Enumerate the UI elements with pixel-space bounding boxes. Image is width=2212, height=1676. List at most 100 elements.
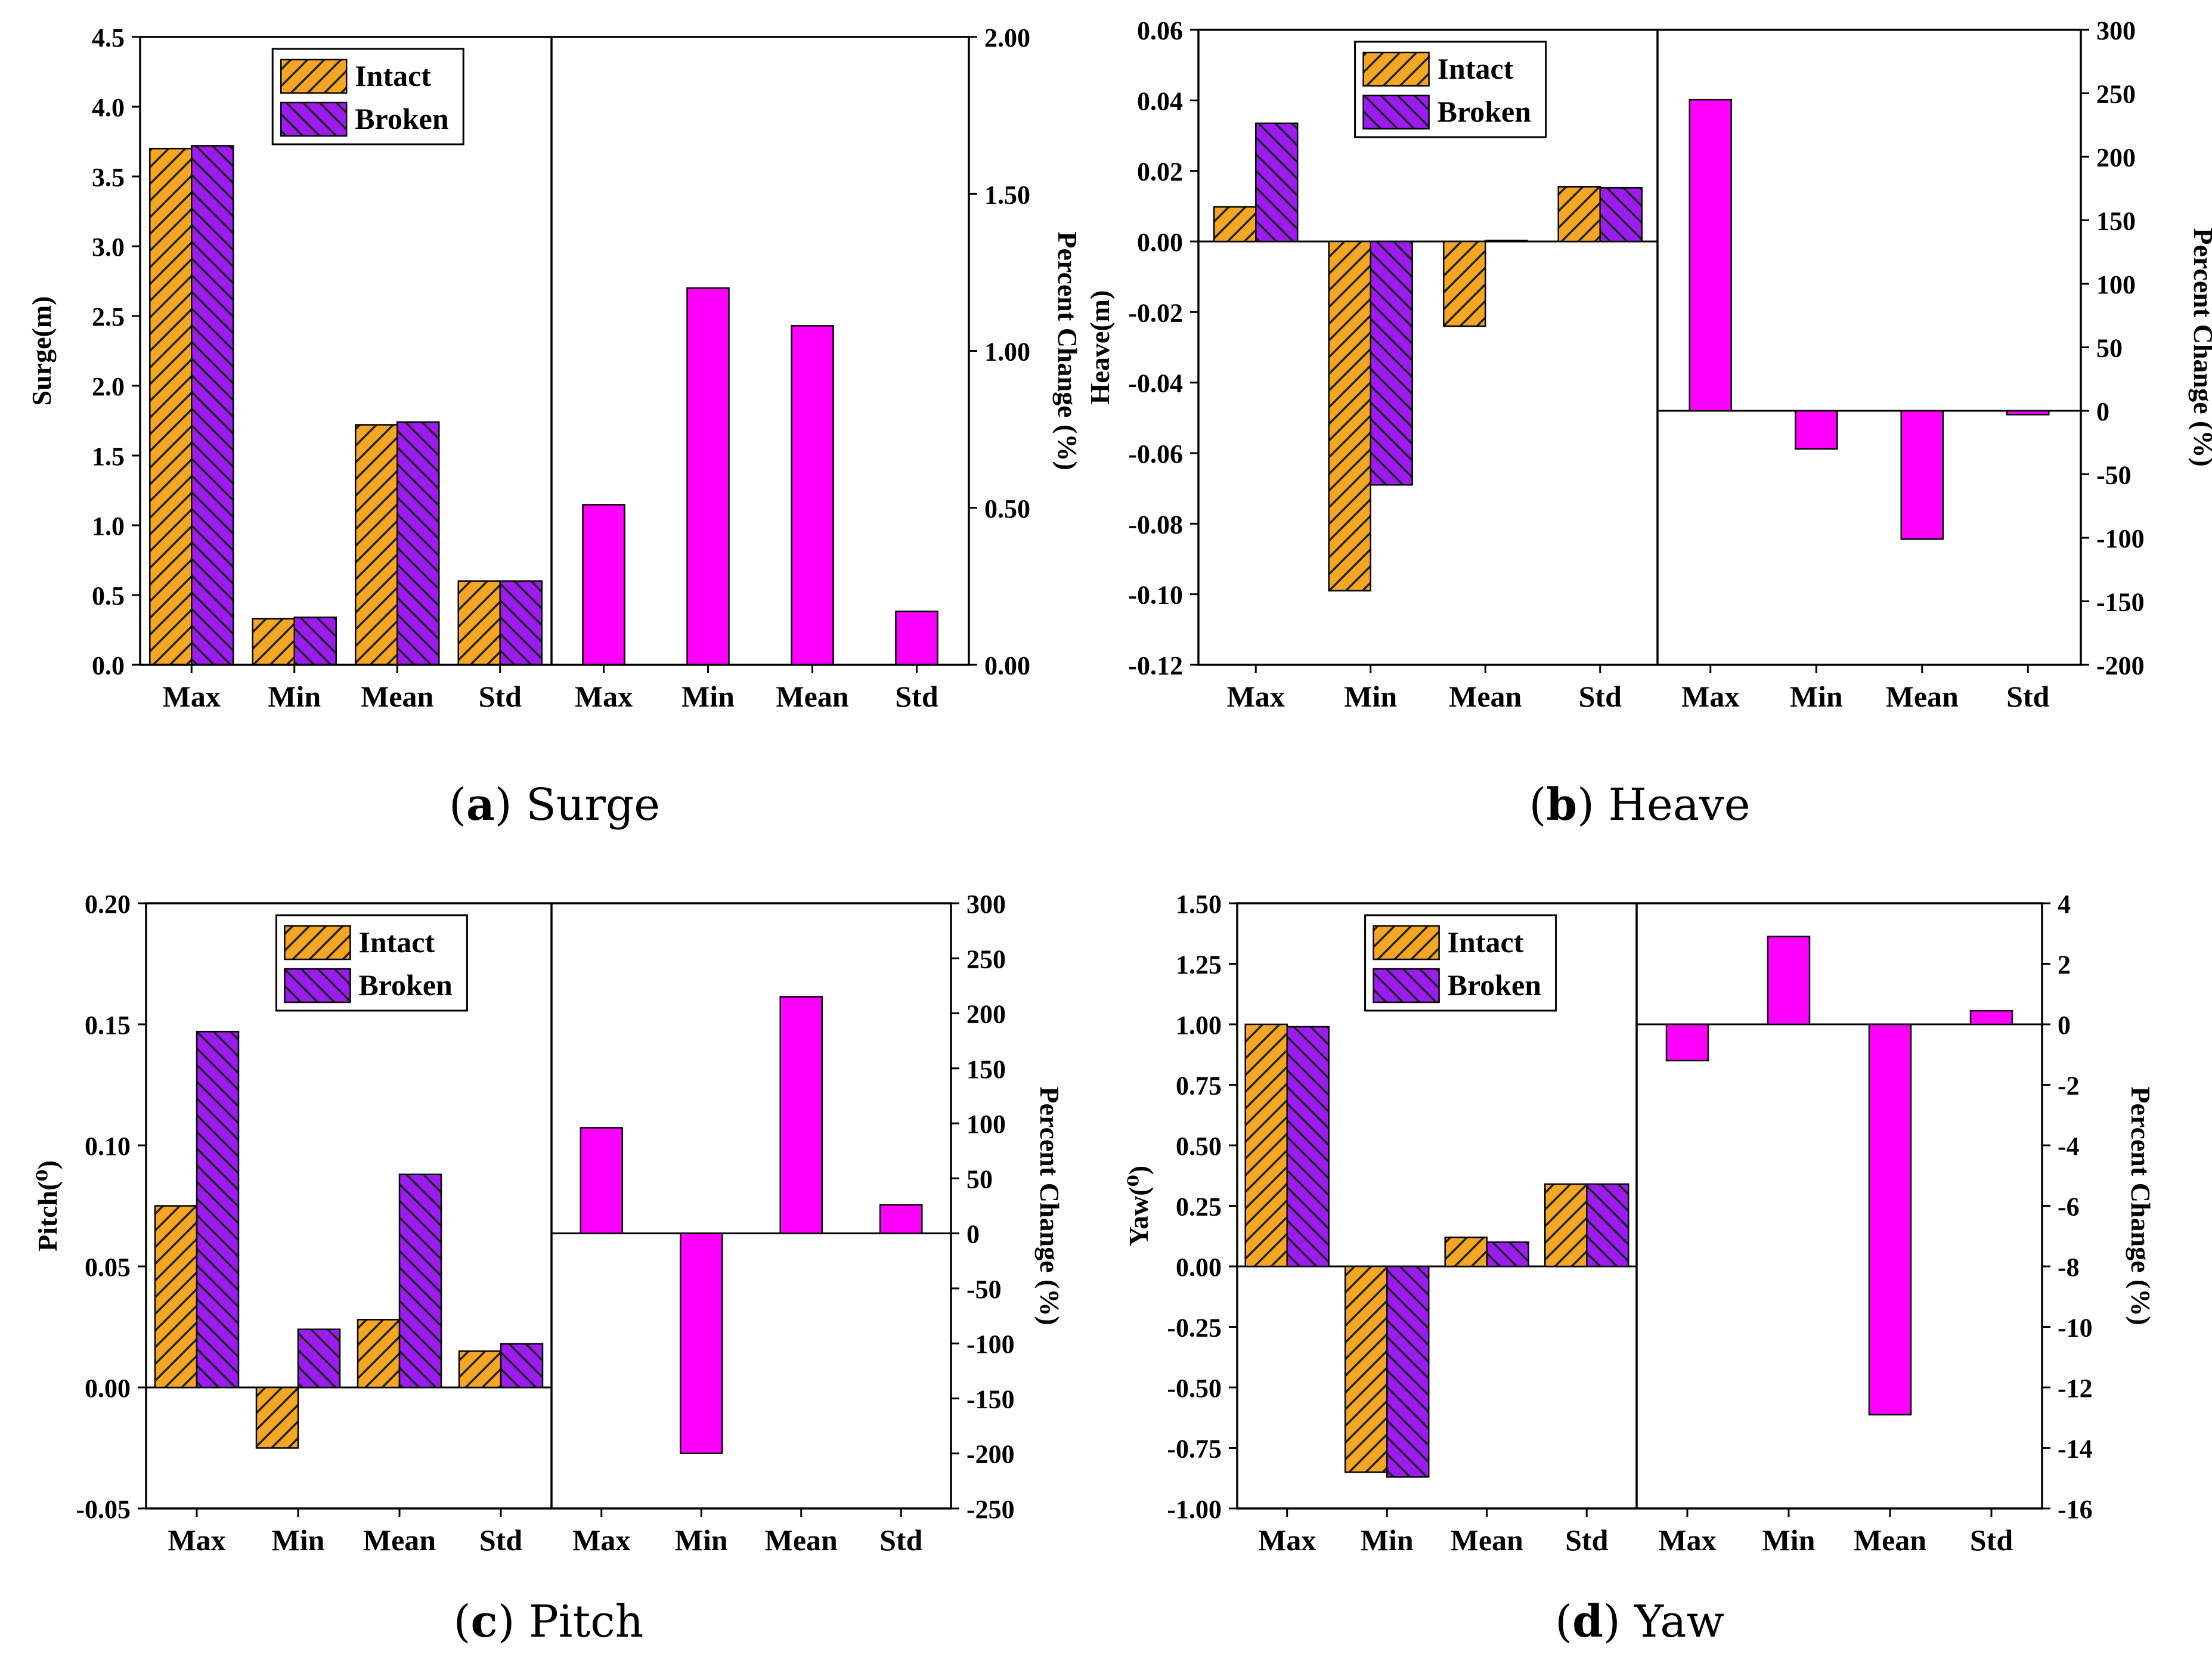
- bar-intact-min: [1344, 1265, 1388, 1473]
- left-tick-label: 0.10: [85, 1132, 131, 1161]
- x-category-label-right: Mean: [776, 680, 848, 713]
- bar-intact-std: [458, 1350, 502, 1389]
- panel-caption: (a) Surge: [449, 779, 660, 831]
- bar-broken-min: [1370, 240, 1413, 486]
- panel-surge: 0.0 0.5 1.0 1.5 2.0 2.5 3.0 3.5 4.0 4.5 0.00 0.50 1.…: [26, 23, 1083, 831]
- x-category-label-right: Std: [2006, 680, 2049, 713]
- right-tick-label: 4: [2058, 890, 2071, 919]
- legend-swatch-intact: [1373, 925, 1440, 961]
- caption-letter: a: [466, 779, 495, 831]
- left-tick-label: 0.06: [1137, 16, 1183, 45]
- right-tick-label: -6: [2058, 1192, 2080, 1222]
- left-tick-label: 1.50: [1176, 890, 1222, 919]
- bar-percent-min: [680, 1232, 723, 1454]
- bar-percent-max: [580, 1127, 623, 1234]
- right-tick-label: -100: [2096, 524, 2145, 553]
- right-axis-title: Percent Change (%): [1034, 1086, 1065, 1325]
- legend-swatch-broken: [284, 968, 351, 1003]
- right-tick-label: 200: [966, 1000, 1006, 1029]
- bar-broken-max: [191, 145, 234, 666]
- bar-intact-max: [154, 1205, 198, 1389]
- left-tick-label: -0.04: [1128, 369, 1183, 398]
- x-category-label-right: Std: [1970, 1523, 2013, 1557]
- left-tick-label: 0.00: [1137, 228, 1183, 257]
- caption-letter: c: [471, 1596, 498, 1647]
- left-tick-label: -0.12: [1128, 651, 1183, 680]
- x-category-label-right: Max: [575, 680, 633, 713]
- right-tick-label: 50: [2096, 334, 2123, 363]
- right-tick-label: 100: [2096, 270, 2136, 299]
- left-tick-label: 1.25: [1176, 950, 1222, 980]
- bar-intact-max: [1244, 1023, 1288, 1268]
- bar-broken-std: [1586, 1183, 1629, 1268]
- legend: Intact Broken: [1364, 914, 1557, 1012]
- right-tick-label: 0.00: [984, 651, 1030, 680]
- right-tick-label: 1.00: [984, 337, 1030, 367]
- x-category-label-left: Mean: [1449, 680, 1522, 713]
- left-tick-label: -0.02: [1128, 298, 1183, 327]
- x-category-label-right: Max: [1681, 680, 1739, 713]
- left-tick-label: 0.00: [1176, 1253, 1222, 1282]
- legend-label-broken: Broken: [1438, 95, 1532, 128]
- right-tick-label: 150: [2096, 207, 2136, 236]
- panel-yaw: -1.00 -0.75 -0.50 -0.25 0.00 0.25 0.50 0.75 1.00…: [1123, 890, 2156, 1647]
- right-axis-title: Percent Change (%): [1052, 231, 1083, 470]
- right-tick-label: 0: [966, 1220, 980, 1249]
- bar-intact-mean: [1443, 240, 1486, 327]
- bar-percent-mean: [791, 325, 834, 666]
- right-tick-label: 0: [2058, 1011, 2071, 1040]
- bar-broken-mean: [1486, 1241, 1529, 1268]
- plot-frame: [145, 902, 952, 1510]
- x-category-label-right: Min: [1790, 680, 1843, 713]
- bar-intact-min: [1328, 240, 1371, 591]
- x-category-label-right: Std: [879, 1523, 922, 1557]
- bar-intact-min: [252, 618, 295, 666]
- left-tick-label: 0.05: [85, 1253, 131, 1282]
- bar-broken-min: [293, 617, 337, 666]
- bar-broken-std: [1599, 187, 1643, 243]
- left-axis-title: Pitch(⁰): [32, 1160, 63, 1251]
- x-category-label-left: Std: [1565, 1523, 1608, 1557]
- caption-letter: d: [1572, 1596, 1603, 1647]
- legend-swatch-broken: [280, 101, 348, 137]
- x-category-label-left: Min: [1361, 1523, 1414, 1557]
- bar-percent-mean: [1900, 410, 1944, 540]
- x-category-label-right: Mean: [1854, 1523, 1926, 1557]
- bar-broken-max: [1255, 122, 1299, 243]
- left-tick-label: 1.0: [92, 512, 125, 541]
- x-category-label-left: Std: [479, 1523, 522, 1557]
- left-tick-label: 0.20: [85, 890, 131, 919]
- x-category-label-left: Min: [268, 680, 321, 713]
- panel-caption: (c) Pitch: [454, 1596, 644, 1647]
- right-axis-title: Percent Change (%): [2126, 1086, 2156, 1325]
- bar-broken-mean: [396, 421, 440, 666]
- bar-percent-mean: [779, 996, 823, 1234]
- legend: Intact Broken: [271, 48, 464, 145]
- left-axis-title: Surge(m): [26, 296, 57, 406]
- legend-label-broken: Broken: [358, 968, 453, 1002]
- bar-broken-mean: [1485, 239, 1528, 243]
- legend: Intact Broken: [275, 914, 468, 1012]
- legend-swatch-intact: [280, 58, 348, 94]
- left-tick-label: 4.0: [92, 93, 125, 122]
- left-tick-label: -0.25: [1167, 1313, 1222, 1343]
- legend-label-intact: Intact: [358, 925, 435, 959]
- legend-swatch-intact: [1362, 51, 1430, 87]
- bar-broken-std: [500, 1343, 544, 1389]
- left-tick-label: -0.06: [1128, 439, 1183, 469]
- legend-swatch-intact: [284, 925, 351, 961]
- right-tick-label: -200: [2096, 651, 2145, 680]
- plot-frame: [139, 36, 970, 666]
- left-tick-label: 1.00: [1176, 1011, 1222, 1040]
- bar-broken-max: [1286, 1026, 1330, 1268]
- right-tick-label: 0: [2096, 397, 2109, 426]
- bar-intact-max: [1213, 206, 1257, 243]
- panel-pitch: -0.05 0.00 0.05 0.10 0.15 0.20 -250 -200 -150 -10…: [32, 890, 1065, 1647]
- bar-percent-min: [686, 287, 730, 666]
- bar-intact-std: [1557, 186, 1601, 243]
- bar-percent-std: [1969, 1009, 2013, 1026]
- left-tick-label: 0.50: [1176, 1132, 1222, 1161]
- x-category-label-right: Mean: [765, 1523, 838, 1557]
- bar-intact-mean: [355, 424, 398, 666]
- caption-paren-open: (: [449, 779, 466, 831]
